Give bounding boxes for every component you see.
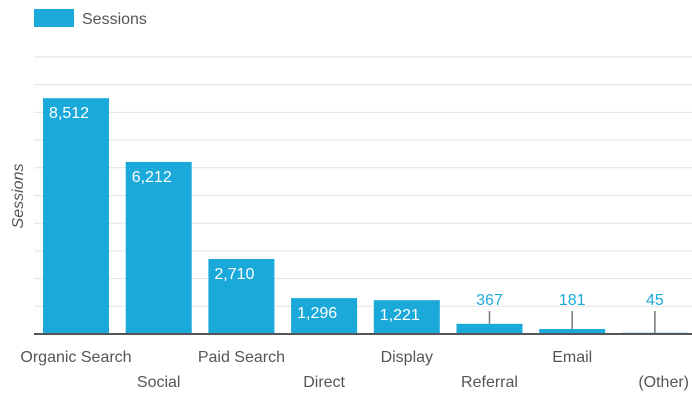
bar-organic-search	[43, 98, 109, 335]
legend-swatch-sessions	[34, 9, 74, 27]
data-label: 45	[646, 292, 664, 309]
data-label: 8,512	[49, 105, 89, 122]
bar-paid-search	[208, 258, 275, 334]
x-tick-label: Organic Search	[20, 349, 131, 366]
data-label: 6,212	[132, 169, 172, 186]
x-tick-label: Display	[381, 349, 433, 366]
bars	[43, 98, 688, 335]
bar-referral	[456, 323, 523, 334]
bar-display	[373, 300, 440, 334]
data-label: 181	[559, 292, 586, 309]
bar-direct	[291, 298, 358, 334]
data-label: 1,296	[297, 305, 337, 322]
x-tick-label: Direct	[303, 374, 345, 391]
x-tick-label: Referral	[461, 374, 518, 391]
bar-social	[125, 161, 192, 334]
x-tick-labels: Organic Search Social Paid Search Direct Dis…	[20, 349, 689, 391]
x-tick-label: Paid Search	[198, 349, 285, 366]
data-label: 2,710	[214, 266, 254, 283]
x-tick-label: Email	[552, 349, 592, 366]
bar-email	[539, 328, 606, 334]
data-labels: 8,512 6,212 2,710 1,296 1,221 367 181 45	[49, 105, 664, 333]
legend-label-sessions: Sessions	[82, 11, 147, 28]
data-label: 367	[476, 292, 503, 309]
x-tick-label: Social	[137, 374, 181, 391]
legend: Sessions	[34, 9, 147, 28]
x-tick-label: (Other)	[638, 374, 689, 391]
y-axis-label: Sessions	[10, 164, 27, 229]
data-label: 1,221	[380, 307, 420, 324]
